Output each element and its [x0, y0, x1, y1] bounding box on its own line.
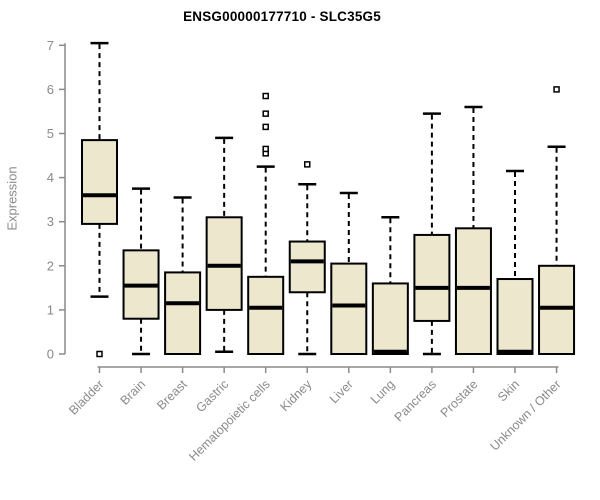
y-tick-label-3: 3 — [47, 214, 54, 229]
x-tick-label-skin: Skin — [495, 377, 522, 404]
y-tick-label-4: 4 — [47, 170, 54, 185]
x-tick-label-gastric: Gastric — [193, 377, 231, 415]
outlier-point-hematopoietic-cells — [262, 92, 269, 100]
x-tick-label-brain: Brain — [118, 377, 149, 408]
box-pancreas — [413, 233, 451, 322]
box-breast — [164, 271, 202, 356]
x-tick-label-liver: Liver — [327, 377, 356, 406]
x-tick-label-unknown-other: Unknown / Other — [487, 377, 563, 453]
y-tick-label-6: 6 — [47, 82, 54, 97]
box-unknown-other — [538, 264, 576, 355]
box-kidney — [288, 240, 326, 294]
x-tick-label-lung: Lung — [368, 377, 398, 407]
y-tick-label-0: 0 — [47, 347, 54, 362]
outlier-point-bladder — [96, 350, 103, 358]
outlier-point-hematopoietic-cells — [262, 145, 269, 153]
y-tick-label-7: 7 — [47, 38, 54, 53]
x-tick-label-bladder: Bladder — [66, 377, 106, 417]
outlier-point-kidney — [304, 161, 311, 168]
y-tick-label-5: 5 — [47, 126, 54, 141]
x-tick-label-breast: Breast — [154, 377, 190, 413]
chart-title: ENSG00000177710 - SLC35G5 — [183, 9, 381, 24]
box-gastric — [205, 216, 243, 311]
box-lung — [371, 282, 409, 355]
outlier-point-hematopoietic-cells — [262, 123, 269, 131]
y-axis-title: Expression — [4, 166, 20, 231]
box-hematopoietic-cells — [247, 275, 285, 356]
box-skin — [496, 278, 534, 355]
x-tick-label-prostate: Prostate — [438, 377, 481, 420]
box-prostate — [454, 227, 492, 355]
box-liver — [330, 262, 368, 355]
x-tick-label-kidney: Kidney — [277, 377, 314, 414]
outlier-point-unknown-other — [553, 86, 560, 93]
outlier-point-hematopoietic-cells — [262, 110, 269, 117]
box-bladder — [81, 139, 118, 225]
y-tick-label-2: 2 — [47, 258, 54, 273]
x-tick-label-pancreas: Pancreas — [392, 377, 439, 424]
x-tick-label-hematopoietic-cells: Hematopoietic cells — [186, 377, 273, 464]
y-tick-label-1: 1 — [47, 302, 54, 317]
